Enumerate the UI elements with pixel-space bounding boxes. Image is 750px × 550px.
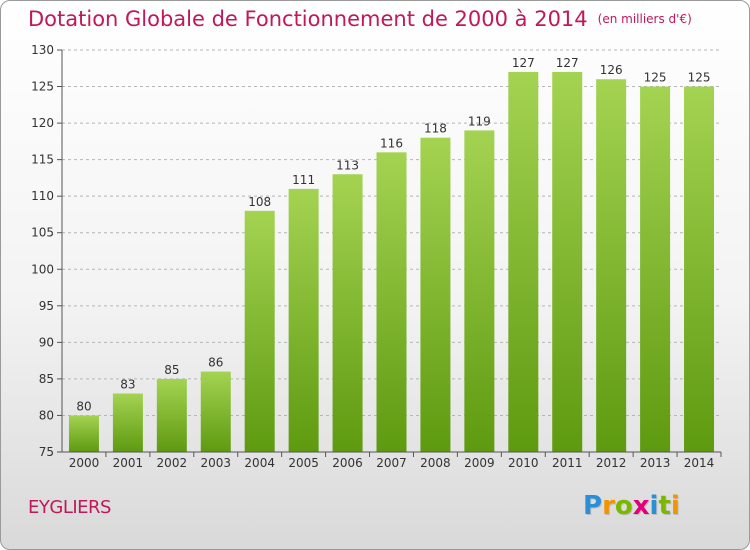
- x-tick-label: 2001: [113, 456, 144, 470]
- logo-letter: P: [583, 491, 603, 521]
- bar: [508, 71, 539, 452]
- bar: [332, 174, 363, 452]
- y-tick-label: 130: [31, 43, 54, 57]
- data-label: 125: [688, 71, 711, 85]
- bar: [244, 210, 275, 452]
- x-tick-label: 2011: [552, 456, 583, 470]
- x-tick-label: 2004: [244, 456, 275, 470]
- x-tick-label: 2009: [464, 456, 495, 470]
- bar: [464, 130, 495, 452]
- y-tick-label: 85: [39, 372, 54, 386]
- y-axis: 75 80 85 90 95 100 105 110 115 120 125 130: [31, 43, 63, 459]
- data-label: 85: [164, 363, 179, 377]
- title-text: Dotation Globale de Fonctionnement de 20…: [28, 7, 588, 31]
- logo-letter: x: [632, 491, 650, 521]
- bar: [552, 71, 583, 452]
- bar: [200, 371, 231, 452]
- y-tick-label: 75: [39, 445, 54, 459]
- bar: [376, 152, 407, 452]
- y-tick-label: 100: [31, 262, 54, 276]
- data-label: 80: [76, 399, 91, 413]
- y-tick-label: 80: [39, 408, 54, 422]
- x-tick-label: 2007: [376, 456, 407, 470]
- chart-title: Dotation Globale de Fonctionnement de 20…: [28, 7, 692, 31]
- x-tick-label: 2000: [69, 456, 100, 470]
- data-label: 111: [292, 173, 315, 187]
- unit-label: (en milliers d'€): [597, 12, 692, 26]
- data-label: 119: [468, 114, 491, 128]
- y-tick-label: 95: [39, 299, 54, 313]
- bars: 80 83 85 86 108 111 113 116 118 119 127 127 126 125 12…: [68, 56, 715, 453]
- x-tick-label: 2012: [596, 456, 627, 470]
- y-tick-label: 120: [31, 116, 54, 130]
- bar: [156, 378, 187, 452]
- data-label: 116: [380, 136, 403, 150]
- bar: [112, 393, 143, 452]
- logo-letter: i: [670, 491, 680, 521]
- data-label: 127: [512, 56, 535, 70]
- logo-letter: o: [614, 491, 633, 521]
- logo-letter: i: [649, 491, 659, 521]
- bar: [684, 86, 715, 452]
- data-label: 108: [248, 195, 271, 209]
- y-tick-label: 110: [31, 189, 54, 203]
- bar: [68, 415, 99, 452]
- x-tick-label: 2002: [157, 456, 188, 470]
- data-label: 118: [424, 122, 447, 136]
- data-label: 83: [120, 378, 135, 392]
- x-tick-label: 2008: [420, 456, 451, 470]
- y-tick-label: 115: [31, 153, 54, 167]
- bar: [596, 79, 627, 453]
- x-tick-label: 2005: [288, 456, 319, 470]
- logo-letter: r: [602, 491, 615, 521]
- y-tick-label: 125: [31, 80, 54, 94]
- data-label: 127: [556, 56, 579, 70]
- x-tick-label: 2010: [508, 456, 539, 470]
- data-label: 86: [208, 356, 223, 370]
- bar: [420, 137, 451, 452]
- data-label: 113: [336, 158, 359, 172]
- commune-name: EYGLIERS: [28, 497, 111, 518]
- y-tick-label: 90: [39, 335, 54, 349]
- y-tick-label: 105: [31, 226, 54, 240]
- x-tick-label: 2006: [332, 456, 363, 470]
- bar: [288, 188, 319, 452]
- proxiti-logo: Proxiti: [583, 491, 680, 521]
- x-axis: 2000 2001 2002 2003 2004 2005 2006 2007 2008 2009…: [62, 451, 722, 470]
- data-label: 126: [600, 63, 623, 77]
- data-label: 125: [644, 71, 667, 85]
- x-tick-label: 2003: [200, 456, 231, 470]
- x-tick-label: 2013: [640, 456, 671, 470]
- x-tick-label: 2014: [684, 456, 715, 470]
- logo-letter: t: [658, 491, 671, 521]
- bar: [640, 86, 671, 452]
